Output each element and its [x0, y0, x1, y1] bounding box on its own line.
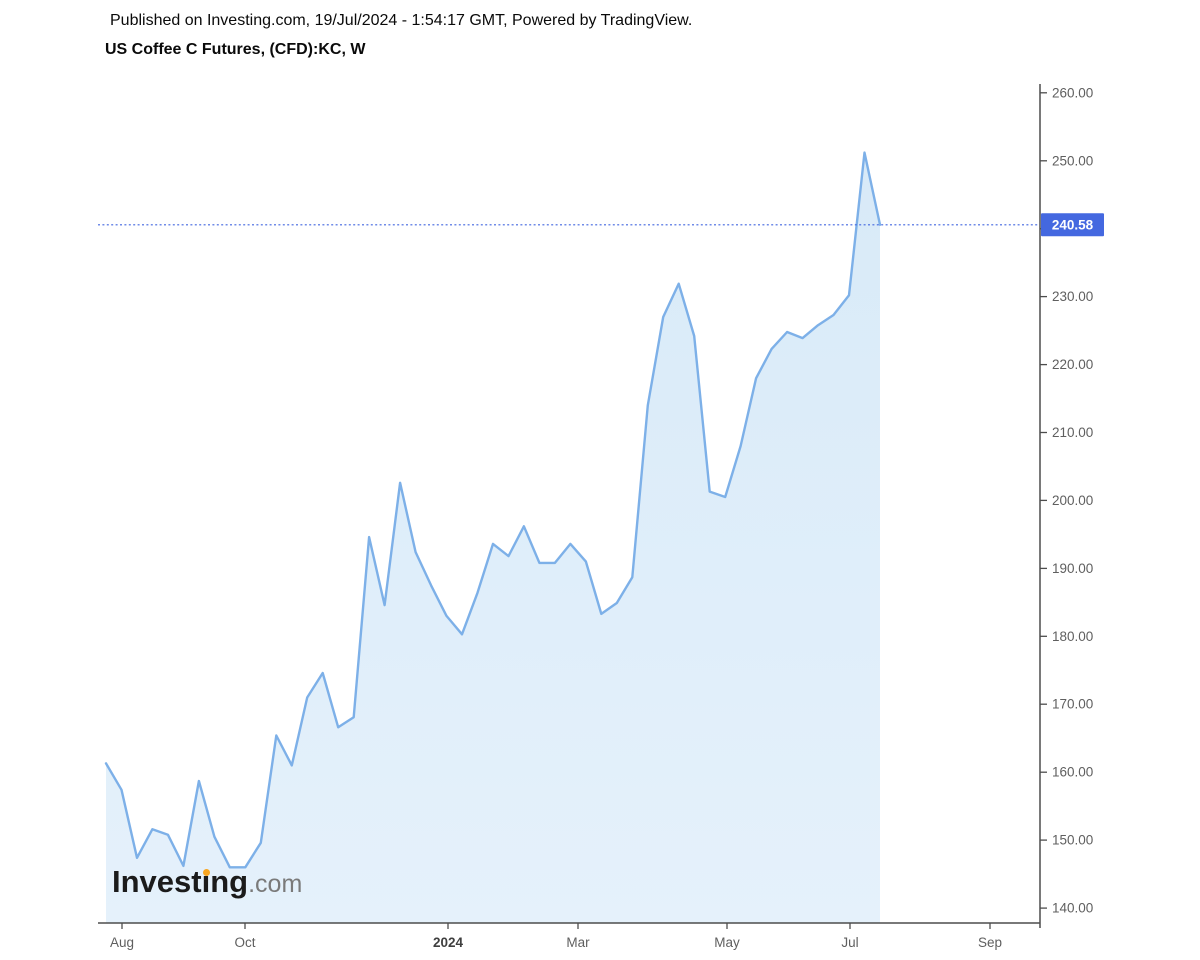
logo-com-suffix: .com	[248, 870, 303, 898]
x-axis-tick-label: 2024	[433, 935, 464, 950]
y-axis-ticks-layer: 260.00 250.00 230.00 220.00 210.00 200.00 190.…	[1040, 85, 1093, 916]
x-axis-tick-label: Oct	[234, 935, 255, 950]
y-axis-tick-label: 200.00	[1052, 493, 1093, 508]
logo-text: Investı ng	[112, 864, 249, 899]
axes-layer	[98, 84, 1041, 928]
y-axis-tick-label: 260.00	[1052, 85, 1093, 100]
y-axis-tick-label: 180.00	[1052, 629, 1093, 644]
y-axis-tick-label: 170.00	[1052, 697, 1093, 712]
investing-logo: Investı ng.com	[112, 864, 302, 902]
y-axis-tick-label: 140.00	[1052, 901, 1093, 916]
logo-orange-dot	[202, 869, 210, 876]
y-axis-tick-label: 210.00	[1052, 425, 1093, 440]
x-axis-tick-label: Jul	[841, 935, 858, 950]
chart-title: US Coffee C Futures, (CFD):KC, W	[105, 41, 366, 58]
last-price-badge-layer: 240.58	[1041, 213, 1104, 237]
y-axis-tick-label: 190.00	[1052, 561, 1093, 576]
y-axis-tick-label: 250.00	[1052, 153, 1093, 168]
x-axis-tick-label: Sep	[978, 935, 1002, 950]
y-axis-tick-label: 150.00	[1052, 833, 1093, 848]
price-line-layer	[104, 151, 882, 869]
y-axis-tick-label: 230.00	[1052, 289, 1093, 304]
x-axis-tick-label: May	[714, 935, 740, 950]
area-fill-layer	[106, 152, 880, 924]
x-axis-tick-label: Mar	[566, 935, 590, 950]
price-line	[104, 151, 882, 869]
y-axis-tick-label: 160.00	[1052, 765, 1093, 780]
y-axis-tick-label: 220.00	[1052, 357, 1093, 372]
last-price-label: 240.58	[1052, 217, 1094, 232]
last-price-badge	[1041, 213, 1104, 237]
x-axis-tick-label: Aug	[110, 935, 134, 950]
x-axis-ticks-layer: Aug Oct 2024 Mar May Jul Sep	[110, 923, 1002, 950]
published-line: Published on Investing.com, 19/Jul/2024 …	[110, 12, 693, 29]
area-fill	[106, 152, 880, 924]
